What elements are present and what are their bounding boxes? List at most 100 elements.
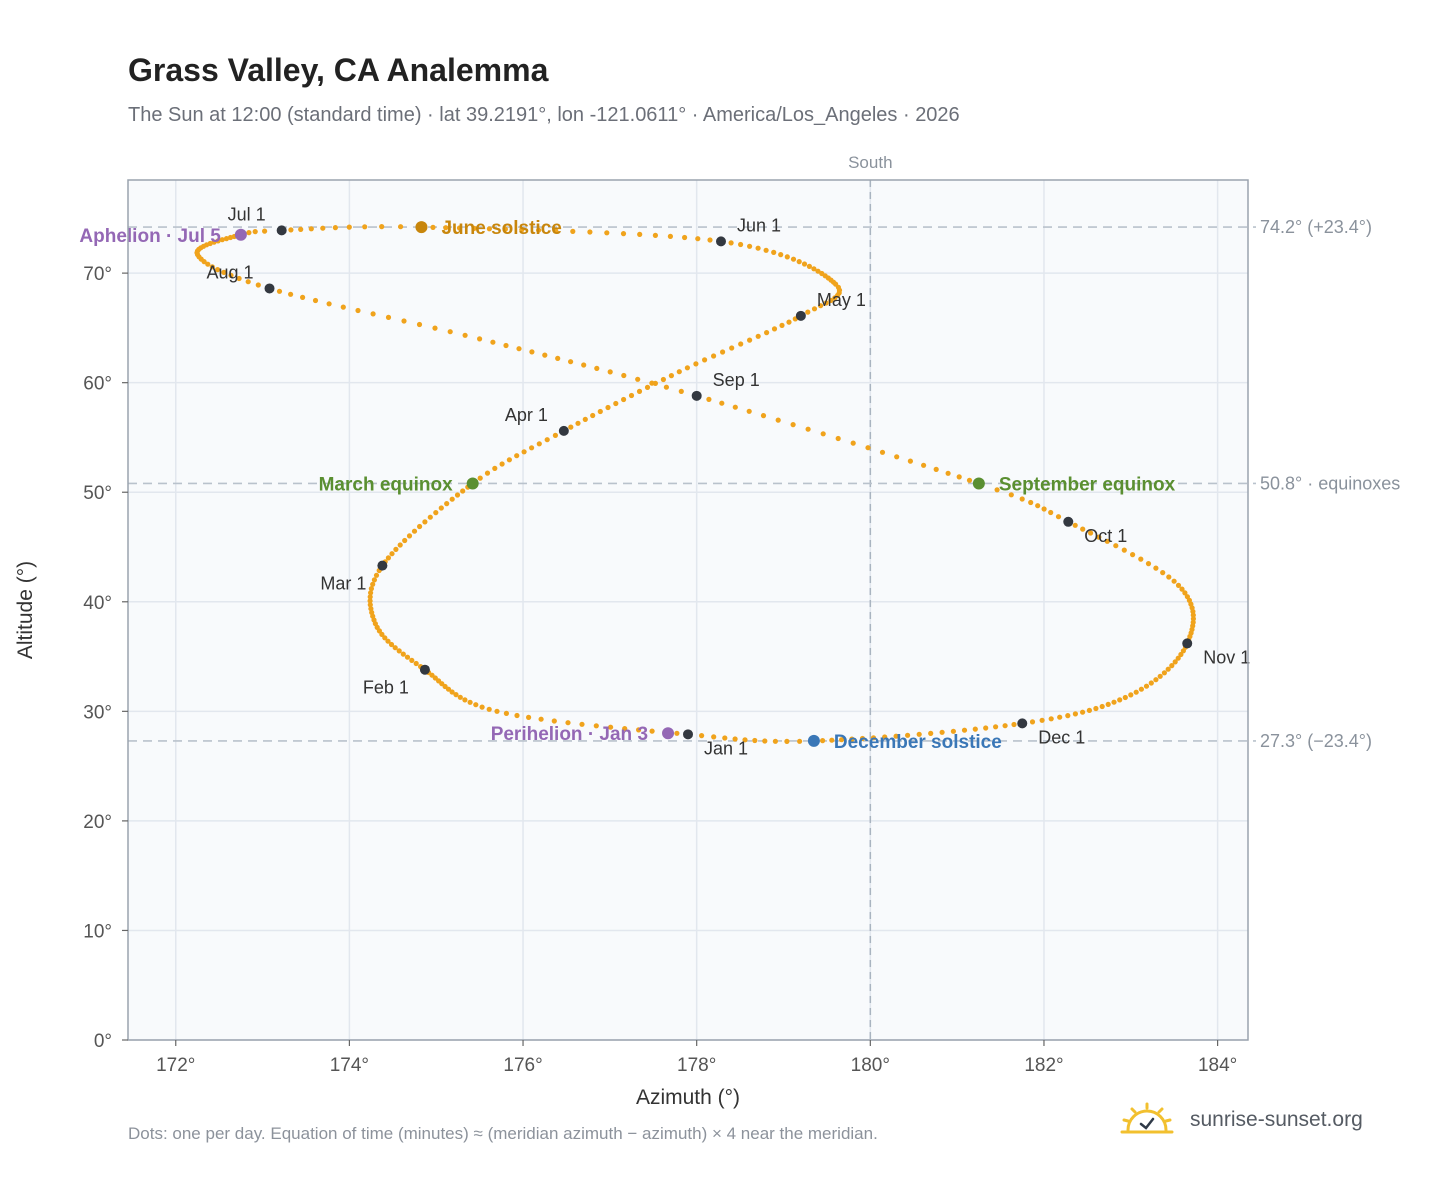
day-dot	[1039, 717, 1045, 723]
day-dot	[1065, 713, 1071, 719]
day-dot	[1189, 605, 1195, 611]
y-tick-label: 10°	[83, 921, 112, 942]
month-label: Feb 1	[363, 678, 409, 698]
day-dot	[438, 505, 444, 511]
day-dot	[1190, 619, 1196, 626]
day-dot	[367, 602, 373, 608]
day-dot	[538, 716, 544, 722]
day-dot	[401, 318, 407, 324]
axes: 172° 174° 176° 178° 180° 182° 184° 0° 10° 20° 30° 4…	[83, 264, 1237, 1076]
day-dot	[1188, 601, 1194, 607]
day-dot	[1035, 503, 1041, 509]
day-dot	[811, 266, 817, 272]
day-dot	[477, 336, 483, 342]
day-dot	[711, 353, 717, 359]
day-dot	[1055, 514, 1062, 520]
day-dot	[252, 229, 258, 235]
plot-background	[128, 180, 1248, 1040]
day-dot	[822, 273, 828, 279]
day-dot	[828, 277, 834, 283]
day-dot	[332, 225, 338, 231]
day-dot	[1104, 538, 1110, 544]
day-dot	[732, 736, 738, 742]
day-dot	[1057, 714, 1063, 720]
day-dot	[396, 648, 402, 654]
markers: Jan 1 Feb 1 Mar 1 Apr 1 May 1 Jun 1 Jul 1 Aug 1…	[79, 204, 1250, 758]
day-dot	[644, 384, 651, 390]
day-dot	[620, 231, 627, 237]
day-dot	[430, 224, 436, 230]
day-dot	[693, 361, 699, 367]
day-dot	[219, 237, 225, 243]
chart-subtitle: The Sun at 12:00 (standard time) · lat 3…	[128, 104, 960, 126]
day-dot	[205, 261, 211, 267]
day-dot	[411, 528, 418, 534]
day-dot	[801, 261, 808, 267]
day-dot	[409, 657, 415, 664]
day-dot	[1145, 561, 1152, 567]
day-dot	[819, 270, 825, 277]
day-dot	[413, 660, 419, 667]
day-dot	[621, 372, 627, 379]
month-label: Oct 1	[1084, 526, 1127, 546]
day-dot	[506, 457, 512, 463]
day-dot	[1048, 716, 1054, 722]
day-dot	[1133, 689, 1139, 695]
day-dot	[367, 598, 373, 604]
day-dot	[622, 726, 628, 732]
day-dot	[499, 461, 505, 467]
event-label: Aphelion · Jul 5	[79, 226, 221, 247]
day-dot	[835, 435, 841, 442]
day-dot	[561, 428, 567, 434]
day-dot	[1086, 707, 1092, 714]
day-dot	[607, 369, 613, 375]
month-label: Dec 1	[1038, 727, 1085, 747]
reference-lines: South 74.2° (+23.4°) 50.8° · equinoxes 27.3…	[128, 153, 1400, 1040]
day-dot	[1179, 586, 1185, 592]
y-tick-label: 50°	[83, 483, 112, 504]
day-dot	[442, 683, 448, 690]
day-dot	[368, 586, 374, 592]
day-dot	[544, 437, 550, 443]
day-dot	[850, 440, 856, 446]
day-dot	[385, 314, 392, 320]
reference-label: 27.3° (−23.4°)	[1260, 731, 1372, 751]
day-dot	[389, 551, 395, 557]
month-point	[795, 310, 806, 321]
x-tick-label: 178°	[677, 1055, 716, 1076]
grid	[128, 180, 1248, 1041]
day-dot	[236, 275, 242, 282]
day-dot	[402, 537, 408, 544]
day-dot	[775, 417, 781, 423]
day-dot	[516, 346, 522, 352]
day-dot	[320, 225, 326, 231]
y-tick-label: 40°	[83, 593, 112, 614]
day-dot	[1143, 683, 1150, 689]
day-dot	[503, 710, 509, 717]
brand[interactable]: sunrise-sunset.org	[1120, 1102, 1363, 1138]
month-label: Jul 1	[228, 204, 266, 224]
day-dot	[994, 487, 1000, 493]
day-dot	[279, 227, 285, 233]
day-dot	[1117, 697, 1123, 703]
day-dot	[695, 236, 701, 242]
month-point	[1182, 638, 1193, 649]
day-dot	[820, 431, 826, 437]
x-tick-label: 176°	[503, 1055, 542, 1076]
day-dot	[367, 594, 373, 600]
day-dot	[426, 669, 432, 676]
day-dot	[245, 279, 251, 285]
day-dot	[621, 396, 627, 403]
x-tick-label: 184°	[1198, 1055, 1237, 1076]
day-dot	[406, 533, 413, 539]
event-point	[807, 734, 820, 747]
month-point	[683, 729, 693, 740]
day-dot	[590, 412, 596, 419]
day-dot	[568, 359, 574, 365]
day-dot	[605, 404, 611, 411]
day-dot	[1180, 648, 1186, 654]
month-point	[691, 390, 702, 401]
day-dot	[276, 288, 283, 294]
day-dot	[1072, 711, 1078, 717]
day-dot	[993, 724, 999, 730]
